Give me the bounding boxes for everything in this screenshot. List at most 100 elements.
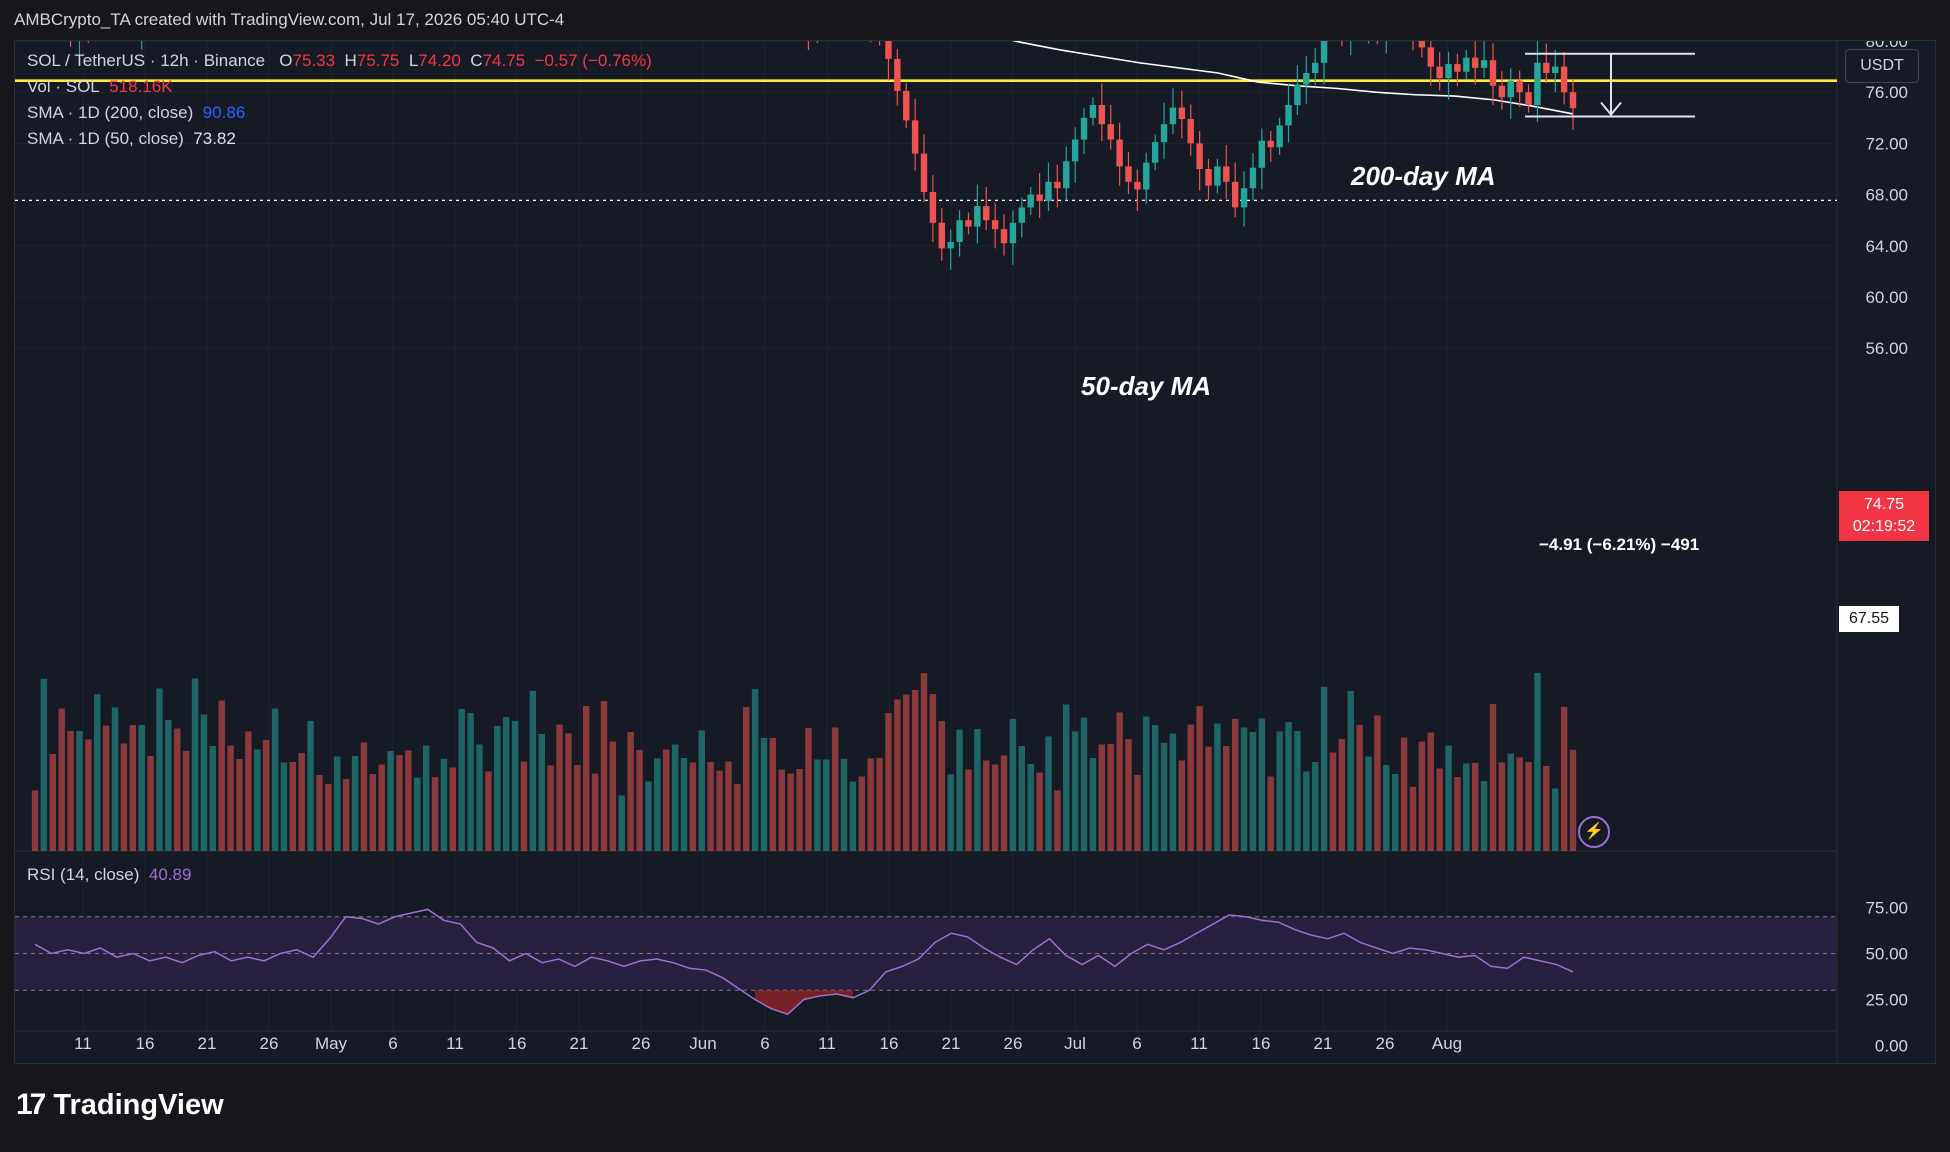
- candle-body: [1445, 64, 1452, 79]
- volume-bar: [1409, 787, 1417, 851]
- volume-bar: [938, 721, 945, 851]
- candle-body: [1063, 161, 1070, 189]
- time-tick-label: 26: [632, 1034, 651, 1053]
- legend-volume-row[interactable]: Vol · SOL 518.16K: [27, 77, 173, 97]
- volume-bar: [956, 729, 963, 851]
- volume-bar: [1089, 758, 1097, 851]
- volume-bar: [1151, 725, 1159, 851]
- candle-body: [1418, 41, 1426, 48]
- volume-bar: [1240, 727, 1248, 851]
- volume-bar: [1560, 707, 1568, 851]
- volume-bar: [556, 724, 563, 851]
- sma200-value: 90.86: [202, 103, 246, 122]
- candle-body: [911, 120, 919, 154]
- volume-bar: [627, 732, 634, 851]
- measure-label: −4.91 (−6.21%) −491: [1539, 535, 1700, 554]
- time-tick-label: 16: [880, 1034, 899, 1053]
- price-tick-label: 60.00: [1865, 288, 1908, 307]
- volume-bar: [1516, 757, 1523, 851]
- volume-bar: [876, 758, 883, 851]
- ma50-annotation: 50-day MA: [1081, 371, 1212, 401]
- volume-bar: [1391, 774, 1399, 851]
- candle-body: [1098, 105, 1106, 125]
- rsi-tick-label: 25.00: [1865, 991, 1908, 1010]
- legend-symbol-row: SOL / TetherUS · 12h · Binance O75.33 H7…: [27, 51, 652, 71]
- candle-body: [1143, 162, 1150, 190]
- candle-body: [1569, 92, 1577, 109]
- legend-sma200-row[interactable]: SMA · 1D (200, close) 90.86: [27, 103, 245, 123]
- candles: [69, 41, 1577, 270]
- legend-sma50-row[interactable]: SMA · 1D (50, close) 73.82: [27, 129, 236, 149]
- time-tick-label: 6: [760, 1034, 769, 1053]
- volume-bar: [929, 694, 937, 851]
- volume-bar: [440, 759, 448, 851]
- tradingview-logo[interactable]: 17 TradingView: [16, 1088, 224, 1122]
- rsi-tick-label: 0.00: [1875, 1037, 1908, 1056]
- lightning-icon[interactable]: ⚡: [1578, 816, 1610, 848]
- volume-bar: [654, 758, 661, 851]
- ma200-annotation: 200-day MA: [1351, 161, 1496, 191]
- volume-bar: [431, 777, 439, 851]
- high-value: 75.75: [356, 51, 400, 70]
- volume-bar: [1276, 731, 1283, 851]
- volume-bar: [1205, 746, 1212, 851]
- legend-rsi-row[interactable]: RSI (14, close) 40.89: [27, 865, 191, 885]
- chart-frame[interactable]: 100.0096.0092.0088.0084.0080.0076.0072.0…: [14, 40, 1936, 1064]
- volume-bar: [1418, 741, 1426, 851]
- candle-body: [1000, 229, 1008, 244]
- price-chart[interactable]: 100.0096.0092.0088.0084.0080.0076.0072.0…: [15, 41, 1935, 1063]
- symbol-label[interactable]: SOL / TetherUS · 12h · Binance: [27, 51, 266, 70]
- volume-bar: [1285, 722, 1292, 851]
- candle-body: [1107, 124, 1114, 140]
- volume-bar: [1267, 776, 1274, 851]
- price-tick-label: 64.00: [1865, 237, 1908, 256]
- volume-bar: [716, 770, 723, 851]
- candle-body: [1045, 181, 1052, 201]
- volume-bar: [1187, 724, 1194, 851]
- volume-bar: [1320, 687, 1328, 851]
- volume-bar: [1294, 731, 1301, 851]
- volume-bar: [120, 743, 128, 851]
- volume-bar: [574, 765, 581, 851]
- rsi-oversold-fill: [754, 990, 854, 1015]
- time-tick-label: 21: [570, 1034, 589, 1053]
- candle-body: [1507, 80, 1514, 98]
- time-tick-label: 26: [1376, 1034, 1395, 1053]
- volume-bar: [209, 746, 217, 851]
- volume-bar: [680, 758, 688, 851]
- measure-tool[interactable]: [1525, 52, 1695, 118]
- volume-bar: [1489, 704, 1497, 851]
- volume-bar: [227, 745, 234, 851]
- horizontal-levels[interactable]: [15, 41, 1837, 201]
- volume-bar: [663, 749, 670, 851]
- candle-body: [1543, 62, 1550, 73]
- volume-bar: [174, 728, 181, 851]
- volume-bar: [760, 738, 768, 851]
- volume-bar: [778, 769, 785, 851]
- candle-body: [1240, 188, 1248, 208]
- volume-bar: [991, 764, 999, 851]
- volume-bar: [1400, 737, 1408, 851]
- volume-bar: [1454, 777, 1461, 851]
- volume-bar: [49, 754, 56, 851]
- volume-bar: [529, 691, 537, 851]
- volume-bar: [1196, 706, 1203, 851]
- volume-bar: [849, 781, 857, 851]
- candle-body: [1178, 107, 1186, 120]
- volume-bar: [494, 726, 501, 851]
- candle-body: [1116, 139, 1123, 167]
- volume-bar: [600, 701, 608, 851]
- rsi-label: RSI (14, close): [27, 865, 140, 884]
- currency-button[interactable]: USDT: [1845, 49, 1919, 83]
- volume-bar: [1169, 733, 1177, 851]
- last-price-value: 74.75: [1863, 496, 1905, 513]
- volume-bar: [58, 708, 65, 851]
- volume-bar: [707, 762, 714, 851]
- volume-bar: [1125, 739, 1132, 851]
- volume-bar: [200, 714, 208, 851]
- volume-bar: [636, 750, 643, 851]
- volume-bar: [1338, 739, 1346, 851]
- volume-bar: [458, 709, 465, 851]
- rsi-value: 40.89: [148, 865, 192, 884]
- time-tick-label: 21: [1314, 1034, 1333, 1053]
